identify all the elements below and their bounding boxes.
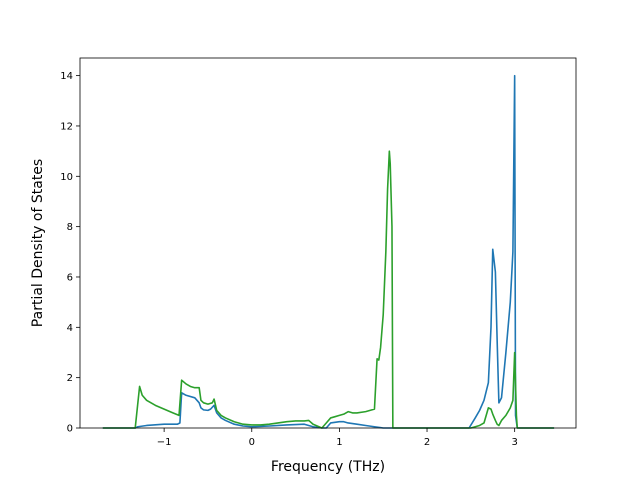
x-tick-label: 2 — [424, 437, 430, 448]
x-tick-label: 1 — [336, 437, 342, 448]
x-axis-ticks: −1 0 1 2 3 — [157, 428, 518, 448]
series-line-1 — [102, 74, 555, 429]
x-tick-label: 0 — [249, 437, 255, 448]
y-axis-title: Partial Density of States — [30, 159, 46, 327]
y-axis-ticks: 0 2 4 6 8 10 12 14 — [60, 71, 80, 435]
y-tick-label: 2 — [67, 373, 73, 384]
y-tick-label: 10 — [60, 172, 73, 183]
x-tick-label: 3 — [511, 437, 517, 448]
y-tick-label: 4 — [67, 323, 73, 334]
series-layer — [102, 74, 555, 429]
y-tick-label: 14 — [60, 71, 73, 82]
y-tick-label: 12 — [60, 121, 73, 132]
y-tick-label: 0 — [67, 424, 73, 435]
series-line-2 — [102, 150, 555, 429]
y-tick-label: 8 — [67, 222, 73, 233]
x-tick-label: −1 — [157, 437, 172, 448]
x-axis-title: Frequency (THz) — [271, 459, 385, 475]
y-tick-label: 6 — [67, 272, 73, 283]
plot-frame — [79, 57, 577, 429]
